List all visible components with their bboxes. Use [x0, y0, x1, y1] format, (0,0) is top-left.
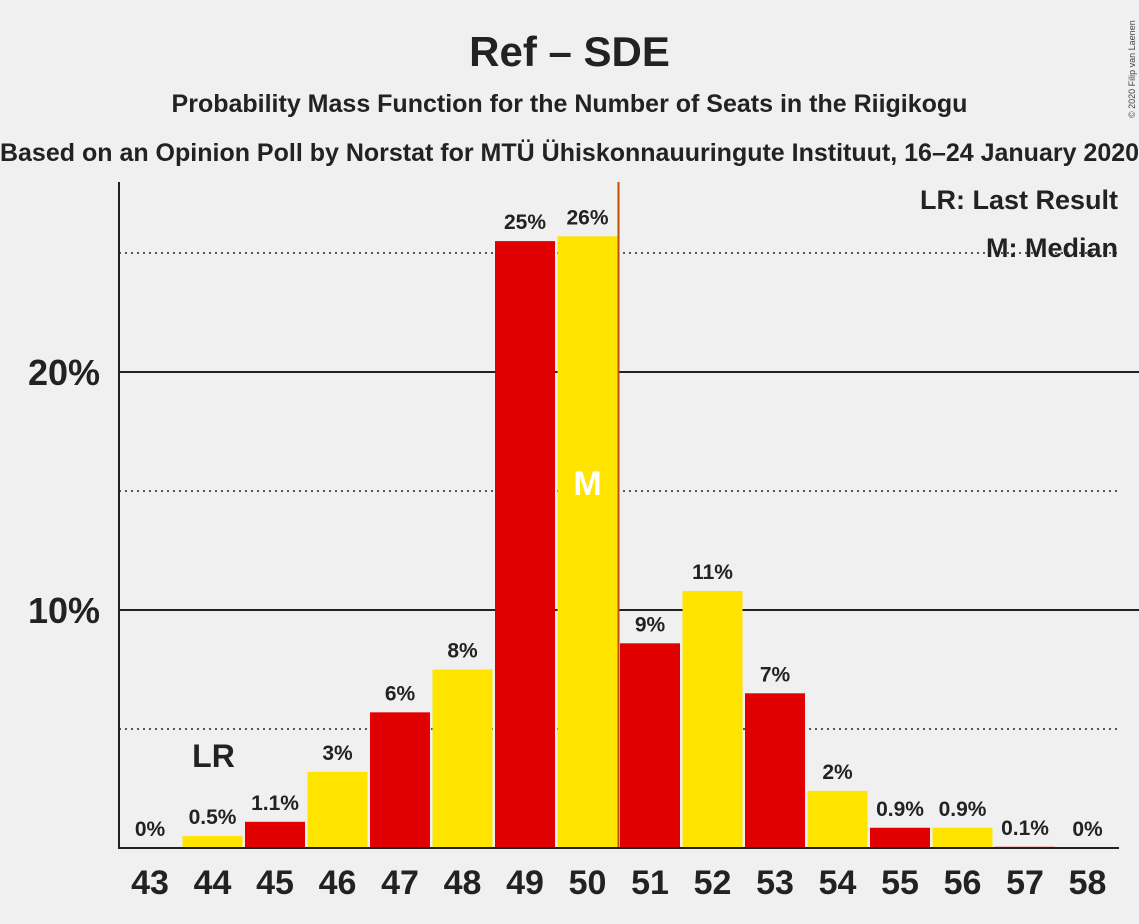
bar-seat-53: [745, 693, 805, 848]
legend-last-result: LR: Last Result: [920, 185, 1118, 215]
chart-subtitle: Probability Mass Function for the Number…: [172, 90, 968, 118]
bar-seat-46: [307, 771, 368, 848]
legend-median: M: Median: [986, 233, 1118, 263]
data-label-seat-55: 0.9%: [876, 798, 924, 821]
chart-title: Ref – SDE: [469, 28, 670, 75]
bar-seat-51: [620, 643, 680, 848]
x-tick-label: 58: [1069, 864, 1107, 902]
x-tick-label: 54: [819, 864, 857, 902]
x-tick-label: 50: [569, 864, 607, 902]
x-tick-label: 45: [256, 864, 294, 902]
data-label-seat-56: 0.9%: [939, 798, 987, 821]
bar-seat-48: [432, 669, 493, 848]
x-tick-label: 53: [756, 864, 794, 902]
y-tick-label: 20%: [28, 352, 100, 393]
x-tick-label: 48: [444, 864, 482, 902]
median-marker: M: [573, 465, 601, 503]
bar-seat-50: [557, 236, 618, 849]
bar-seat-44: [182, 836, 243, 848]
x-tick-label: 57: [1006, 864, 1044, 902]
data-label-seat-54: 2%: [822, 761, 853, 784]
data-label-seat-49: 25%: [504, 211, 546, 234]
x-tick-label: 43: [131, 864, 169, 902]
bar-seat-45: [245, 821, 305, 848]
data-label-seat-46: 3%: [322, 742, 353, 765]
data-label-seat-43: 0%: [135, 818, 166, 841]
axes: 10% 20% 43 44 45 46 47 48 49 50 51 52 53 54 55 56 57 58: [28, 182, 1119, 902]
x-tick-label: 56: [944, 864, 982, 902]
bar-seat-52: [682, 590, 743, 848]
last-result-marker: LR: [192, 738, 235, 774]
x-tick-label: 55: [881, 864, 919, 902]
x-tick-label: 49: [506, 864, 544, 902]
chart-source: Based on an Opinion Poll by Norstat for …: [0, 138, 1139, 167]
data-label-seat-57: 0.1%: [1001, 817, 1049, 840]
bars: [182, 182, 1055, 849]
x-tick-label: 44: [194, 864, 232, 902]
x-tick-label: 46: [319, 864, 357, 902]
y-tick-label: 10%: [28, 590, 100, 631]
data-label-seat-51: 9%: [635, 613, 666, 636]
data-label-seat-47: 6%: [385, 682, 416, 705]
data-label-seat-50: 26%: [566, 206, 608, 229]
copyright-text: © 2020 Filip van Laenen: [1127, 20, 1137, 118]
x-tick-label: 52: [694, 864, 732, 902]
data-label-seat-48: 8%: [447, 640, 478, 663]
bar-seat-56: [932, 827, 993, 848]
bar-seat-47: [370, 712, 430, 848]
data-label-seat-45: 1.1%: [251, 792, 299, 815]
data-label-seat-44: 0.5%: [189, 806, 237, 829]
x-tick-label: 47: [381, 864, 419, 902]
data-label-seat-52: 11%: [692, 561, 733, 584]
data-labels: 0% 0.5% LR 1.1% 3% 6% 8% 25% 26% M 9% 11% 7% 2% 0.9% 0.…: [135, 206, 1103, 841]
data-label-seat-53: 7%: [760, 663, 791, 686]
bar-seat-54: [807, 790, 868, 848]
data-label-seat-58: 0%: [1072, 818, 1103, 841]
bar-seat-49: [495, 241, 555, 849]
bar-seat-55: [870, 827, 930, 848]
x-tick-label: 51: [631, 864, 669, 902]
